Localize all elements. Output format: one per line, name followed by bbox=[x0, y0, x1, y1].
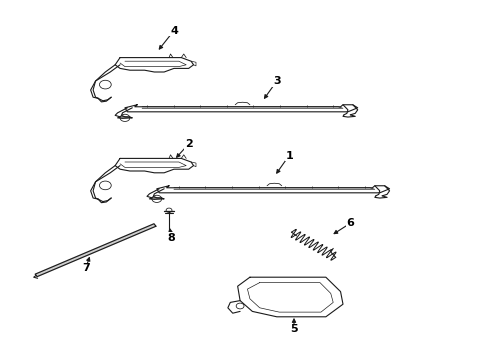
Text: 3: 3 bbox=[273, 76, 281, 86]
Text: 1: 1 bbox=[285, 150, 293, 161]
Text: 5: 5 bbox=[290, 324, 298, 334]
Text: 6: 6 bbox=[346, 218, 354, 228]
Text: 8: 8 bbox=[168, 233, 175, 243]
Text: 7: 7 bbox=[82, 263, 90, 273]
Polygon shape bbox=[35, 224, 156, 276]
Text: 2: 2 bbox=[185, 139, 193, 149]
Text: 4: 4 bbox=[170, 26, 178, 36]
